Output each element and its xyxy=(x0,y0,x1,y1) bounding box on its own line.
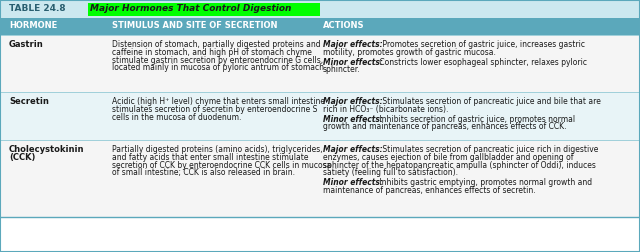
Bar xyxy=(0,18,640,35)
Text: stimulates secretion of secretin by enteroendocrine S: stimulates secretion of secretin by ente… xyxy=(112,105,317,114)
Text: located mainly in mucosa of pyloric antrum of stomach.: located mainly in mucosa of pyloric antr… xyxy=(112,64,326,72)
Bar xyxy=(0,35,640,92)
Text: Major Hormones That Control Digestion: Major Hormones That Control Digestion xyxy=(90,4,291,13)
Text: motility, promotes growth of gastric mucosa.: motility, promotes growth of gastric muc… xyxy=(323,48,496,57)
Text: caffeine in stomach, and high pH of stomach chyme: caffeine in stomach, and high pH of stom… xyxy=(112,48,312,57)
Text: Minor effects:: Minor effects: xyxy=(323,115,383,123)
Text: STIMULUS AND SITE OF SECRETION: STIMULUS AND SITE OF SECRETION xyxy=(112,21,278,30)
Text: rich in HCO₃⁻ (bicarbonate ions).: rich in HCO₃⁻ (bicarbonate ions). xyxy=(323,105,449,114)
Text: Major effects:: Major effects: xyxy=(323,40,383,49)
Text: Gastrin: Gastrin xyxy=(9,40,44,49)
Text: ACTIONS: ACTIONS xyxy=(323,21,365,30)
Text: HORMONE: HORMONE xyxy=(9,21,57,30)
Text: (CCK): (CCK) xyxy=(9,153,35,162)
Text: Inhibits secretion of gastric juice, promotes normal: Inhibits secretion of gastric juice, pro… xyxy=(377,115,575,123)
Text: enzymes, causes ejection of bile from gallbladder and opening of: enzymes, causes ejection of bile from ga… xyxy=(323,153,573,162)
Text: cells in the mucosa of duodenum.: cells in the mucosa of duodenum. xyxy=(112,113,241,122)
Text: Constricts lower esophageal sphincter, relaxes pyloric: Constricts lower esophageal sphincter, r… xyxy=(377,58,587,67)
Text: Promotes secretion of gastric juice, increases gastric: Promotes secretion of gastric juice, inc… xyxy=(380,40,585,49)
Text: Major effects:: Major effects: xyxy=(323,97,383,106)
Bar xyxy=(0,0,640,18)
Text: TABLE 24.8: TABLE 24.8 xyxy=(9,4,66,13)
Text: satiety (feeling full to satisfaction).: satiety (feeling full to satisfaction). xyxy=(323,168,458,177)
Text: maintenance of pancreas, enhances effects of secretin.: maintenance of pancreas, enhances effect… xyxy=(323,186,536,195)
Text: sphincter of the hepatopancreatic ampulla (sphincter of Oddi), induces: sphincter of the hepatopancreatic ampull… xyxy=(323,161,596,170)
Text: Stimulates secretion of pancreatic juice rich in digestive: Stimulates secretion of pancreatic juice… xyxy=(380,145,598,154)
Text: Secretin: Secretin xyxy=(9,97,49,106)
Text: and fatty acids that enter small intestine stimulate: and fatty acids that enter small intesti… xyxy=(112,153,308,162)
Text: Stimulates secretion of pancreatic juice and bile that are: Stimulates secretion of pancreatic juice… xyxy=(380,97,601,106)
Text: Minor effects:: Minor effects: xyxy=(323,58,383,67)
Bar xyxy=(0,140,640,217)
Text: secretion of CCK by enteroendocrine CCK cells in mucosa: secretion of CCK by enteroendocrine CCK … xyxy=(112,161,332,170)
Text: Minor effects:: Minor effects: xyxy=(323,178,383,187)
Text: Inhibits gastric emptying, promotes normal growth and: Inhibits gastric emptying, promotes norm… xyxy=(377,178,592,187)
Text: growth and maintenance of pancreas, enhances effects of CCK.: growth and maintenance of pancreas, enha… xyxy=(323,122,566,131)
Text: Acidic (high H⁺ level) chyme that enters small intestine: Acidic (high H⁺ level) chyme that enters… xyxy=(112,97,325,106)
Bar xyxy=(88,3,320,16)
Text: sphincter.: sphincter. xyxy=(323,66,360,74)
Text: stimulate gastrin secretion by enteroendocrine G cells,: stimulate gastrin secretion by enteroend… xyxy=(112,56,323,65)
Text: Distension of stomach, partially digested proteins and: Distension of stomach, partially digeste… xyxy=(112,40,321,49)
Bar xyxy=(0,92,640,140)
Text: of small intestine; CCK is also released in brain.: of small intestine; CCK is also released… xyxy=(112,168,295,177)
Text: Cholecystokinin: Cholecystokinin xyxy=(9,145,84,154)
Text: Partially digested proteins (amino acids), triglycerides,: Partially digested proteins (amino acids… xyxy=(112,145,323,154)
Text: Major effects:: Major effects: xyxy=(323,145,383,154)
